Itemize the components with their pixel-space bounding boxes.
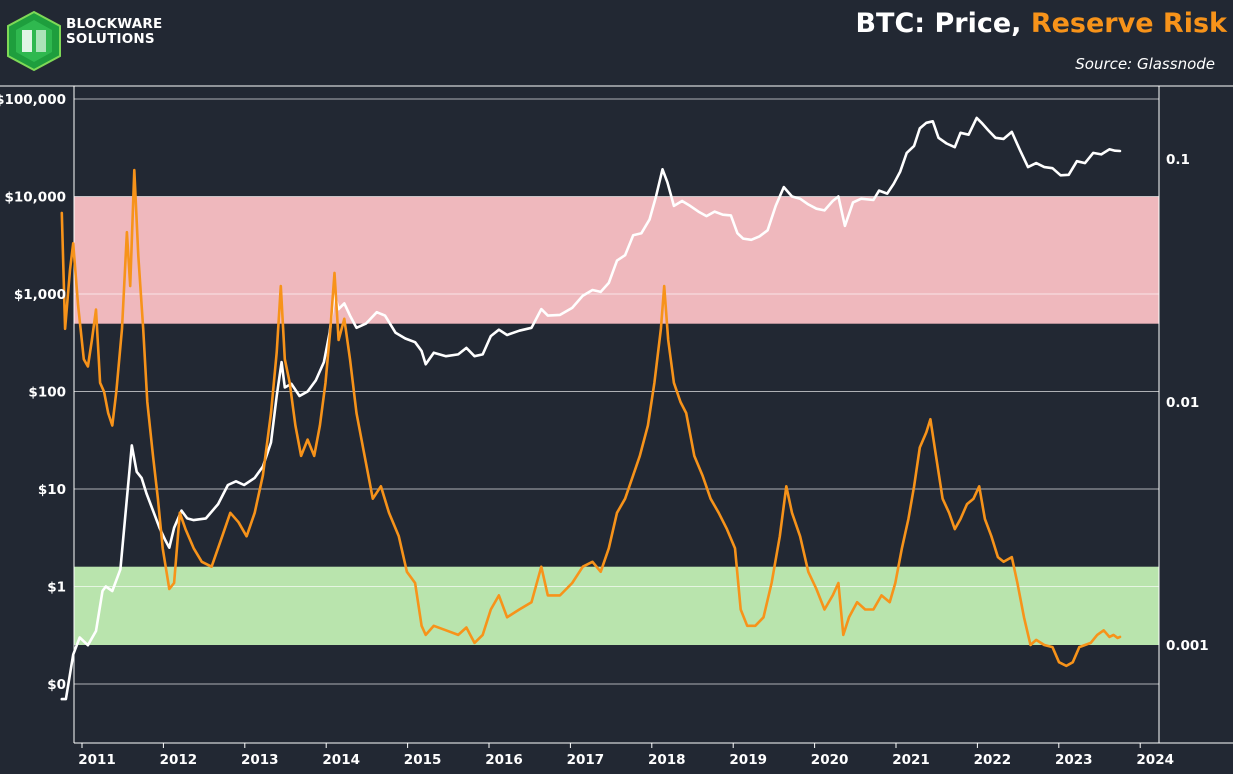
x-tick-label-11: 2022 — [974, 752, 1012, 768]
x-tick-label-9: 2020 — [811, 752, 849, 768]
y-left-tick-label-6: $100,000 — [0, 92, 66, 108]
x-tick-label-1: 2012 — [160, 752, 198, 768]
y-left-tick-label-1: $1 — [47, 580, 66, 596]
y-left-tick-label-4: $1,000 — [14, 287, 66, 303]
price-line — [60, 116, 1122, 701]
x-tick-label-7: 2018 — [648, 752, 686, 768]
y-right-tick-label-2: 0.1 — [1166, 152, 1190, 168]
series-lines — [60, 116, 1122, 701]
chart-title-reserve-risk: Reserve Risk — [1030, 8, 1227, 39]
brand-name: BLOCKWARE SOLUTIONS — [66, 17, 162, 47]
y-right-tick-label-1: 0.01 — [1166, 395, 1199, 411]
x-tick-label-4: 2015 — [404, 752, 442, 768]
low-risk-band — [74, 566, 1159, 645]
y-left-tick-label-2: $10 — [38, 482, 66, 498]
y-right-tick-label-0: 0.001 — [1166, 638, 1209, 654]
brand-line-1: BLOCKWARE — [66, 16, 163, 32]
brand-line-2: SOLUTIONS — [66, 31, 155, 47]
y-left-tick-label-3: $100 — [28, 385, 66, 401]
logo-icon — [7, 10, 61, 72]
x-tick-label-6: 2017 — [567, 752, 605, 768]
x-tick-label-5: 2016 — [485, 752, 523, 768]
y-left-tick-label-0: $0 — [47, 677, 66, 693]
chart-title-price: BTC: Price, — [855, 8, 1031, 39]
x-tick-label-8: 2019 — [729, 752, 767, 768]
y-left-tick-label-5: $10,000 — [5, 190, 67, 206]
axes — [0, 85, 1233, 748]
x-tick-label-3: 2014 — [322, 752, 360, 768]
x-tick-label-12: 2023 — [1055, 752, 1093, 768]
chart-title: BTC: Price, Reserve Risk — [855, 8, 1227, 39]
chart-source: Source: Glassnode — [1075, 55, 1215, 73]
x-tick-label-0: 2011 — [78, 752, 116, 768]
x-tick-label-13: 2024 — [1136, 752, 1174, 768]
reserve-risk-line — [60, 168, 1122, 668]
tick-labels: $0 $1 $10 $100 $1,000 $10,000 $100,000 0.001 0.0… — [0, 92, 1209, 768]
x-tick-label-2: 2013 — [241, 752, 279, 768]
x-tick-label-10: 2021 — [892, 752, 930, 768]
